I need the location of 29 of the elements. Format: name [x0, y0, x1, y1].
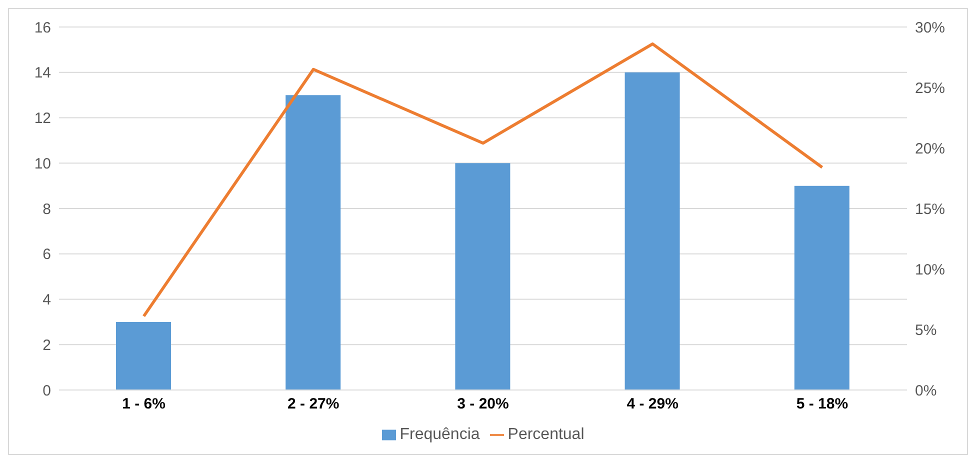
legend-label: Percentual: [508, 426, 584, 443]
y2-tick-label: 25%: [915, 80, 946, 97]
bar: [286, 95, 341, 390]
y-tick-label: 0: [42, 382, 51, 400]
y-tick-label: 2: [42, 336, 51, 354]
y-tick-label: 14: [34, 64, 51, 82]
bar: [794, 186, 850, 390]
y-tick-label: 8: [42, 200, 51, 218]
bar: [116, 322, 171, 390]
line-series: [142, 42, 824, 318]
y-tick-label: 10: [34, 155, 51, 172]
bar: [455, 163, 510, 390]
y-tick-label: 12: [34, 110, 51, 128]
y2-tick-label: 15%: [915, 200, 946, 218]
y2-tick-label: 10%: [915, 261, 946, 278]
x-tick-label: 3 - 20%: [457, 396, 509, 413]
y2-tick-label: 20%: [915, 140, 946, 158]
legend-label: Frequência: [400, 426, 480, 443]
bar: [624, 72, 680, 390]
x-tick-label: 4 - 29%: [626, 396, 678, 413]
y2-tick-label: 5%: [915, 322, 937, 339]
y-tick-label: 16: [34, 19, 51, 36]
y2-tick-label: 30%: [915, 19, 946, 36]
x-tick-label: 2 - 27%: [288, 396, 340, 413]
x-tick-label: 1 - 6%: [122, 396, 166, 413]
x-tick-label: 5 - 18%: [796, 396, 848, 413]
y2-tick-label: 0%: [915, 382, 937, 400]
y-tick-label: 6: [42, 246, 51, 264]
y-tick-label: 4: [42, 292, 51, 309]
